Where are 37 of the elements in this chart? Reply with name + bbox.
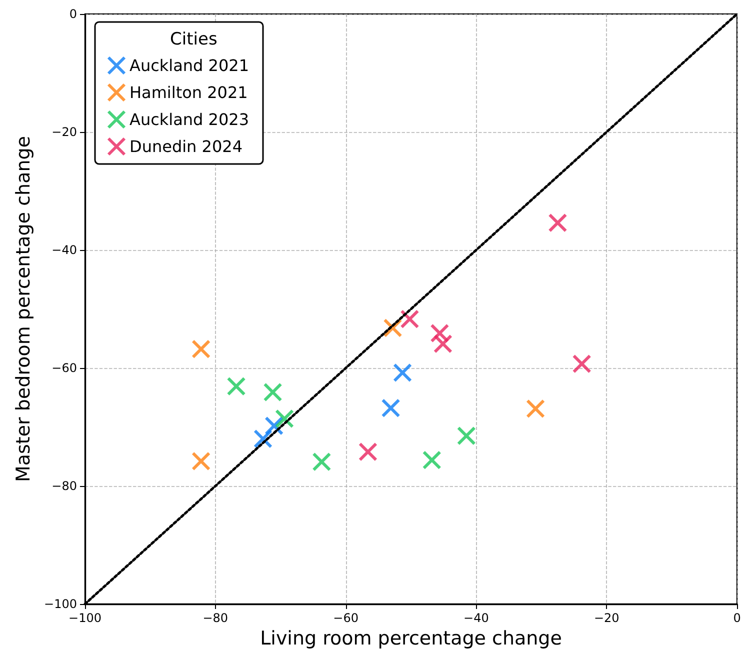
point [263, 382, 282, 402]
point [226, 376, 246, 396]
legend-label: Auckland 2021 [130, 56, 249, 75]
y-axis-title: Master bedroom percentage change [12, 136, 35, 482]
point [433, 334, 452, 354]
point [381, 398, 400, 418]
point [358, 442, 378, 462]
y-tick-label: −60 [52, 361, 77, 375]
point [526, 399, 546, 418]
legend-label: Dunedin 2024 [130, 137, 242, 156]
y-tick-label: −20 [52, 125, 77, 139]
legend-label: Hamilton 2021 [130, 83, 248, 102]
point [456, 426, 476, 446]
x-tick-label: −20 [594, 611, 620, 625]
legend-title: Cities [170, 30, 218, 50]
point [275, 409, 294, 428]
point [383, 318, 402, 338]
point [393, 363, 412, 382]
y-tick-label: 0 [69, 7, 77, 21]
point [192, 340, 211, 359]
x-tick-label: −40 [464, 611, 489, 625]
point [192, 452, 211, 471]
y-tick-label: −40 [52, 243, 77, 257]
point [422, 450, 442, 470]
y-tick-label: −80 [52, 479, 77, 493]
point [312, 452, 332, 472]
x-tick-label: −100 [68, 611, 102, 625]
point [572, 354, 592, 374]
legend-label: Auckland 2023 [130, 110, 249, 129]
point [400, 310, 420, 329]
x-tick-label: −80 [202, 611, 228, 625]
point [548, 213, 568, 232]
x-tick-label: 0 [733, 611, 741, 625]
y-tick-label: −100 [44, 597, 77, 611]
point [430, 324, 450, 343]
x-tick-label: −60 [333, 611, 358, 625]
x-axis-title: Living room percentage change [260, 627, 562, 650]
